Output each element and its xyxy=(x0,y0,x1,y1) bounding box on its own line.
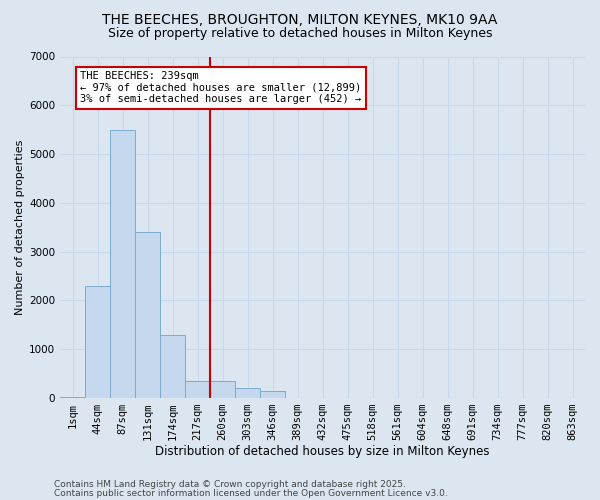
Bar xyxy=(85,286,110,398)
Bar xyxy=(260,390,285,398)
Text: Size of property relative to detached houses in Milton Keynes: Size of property relative to detached ho… xyxy=(108,28,492,40)
X-axis label: Distribution of detached houses by size in Milton Keynes: Distribution of detached houses by size … xyxy=(155,444,490,458)
Y-axis label: Number of detached properties: Number of detached properties xyxy=(15,140,25,315)
Bar xyxy=(185,381,210,398)
Bar xyxy=(60,396,85,398)
Bar xyxy=(235,388,260,398)
Text: Contains HM Land Registry data © Crown copyright and database right 2025.: Contains HM Land Registry data © Crown c… xyxy=(54,480,406,489)
Bar xyxy=(160,334,185,398)
Text: Contains public sector information licensed under the Open Government Licence v3: Contains public sector information licen… xyxy=(54,488,448,498)
Text: THE BEECHES: 239sqm
← 97% of detached houses are smaller (12,899)
3% of semi-det: THE BEECHES: 239sqm ← 97% of detached ho… xyxy=(80,71,361,104)
Bar xyxy=(135,232,160,398)
Bar xyxy=(110,130,135,398)
Bar xyxy=(210,381,235,398)
Text: THE BEECHES, BROUGHTON, MILTON KEYNES, MK10 9AA: THE BEECHES, BROUGHTON, MILTON KEYNES, M… xyxy=(103,12,497,26)
